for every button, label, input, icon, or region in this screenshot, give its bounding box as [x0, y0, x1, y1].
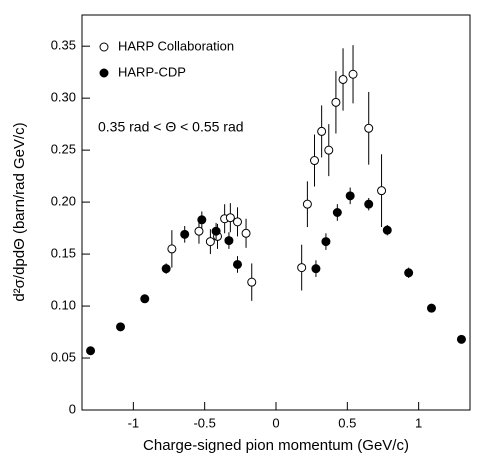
y-tick-label: 0: [69, 401, 76, 416]
x-tick-label: 0: [272, 415, 279, 430]
data-point: [247, 277, 257, 287]
x-axis-label: Charge-signed pion momentum (GeV/c): [143, 437, 409, 454]
data-point: [317, 126, 327, 136]
data-point: [197, 215, 207, 225]
data-point: [225, 213, 235, 223]
data-point: [302, 199, 312, 209]
data-point: [338, 74, 348, 84]
y-tick-label: 0.30: [51, 90, 76, 105]
legend-label: HARP Collaboration: [118, 38, 234, 53]
data-point: [364, 123, 374, 133]
data-point: [140, 294, 150, 304]
data-point: [116, 322, 126, 332]
data-point: [331, 97, 341, 107]
data-point: [167, 244, 177, 254]
legend-marker: [99, 42, 109, 52]
data-point: [205, 237, 215, 247]
data-point: [297, 263, 307, 273]
data-point: [232, 217, 242, 227]
data-point: [382, 225, 392, 235]
x-tick-label: 0.5: [338, 415, 356, 430]
data-point: [310, 156, 320, 166]
data-point: [211, 226, 221, 236]
data-point: [86, 346, 96, 356]
y-tick-label: 0.10: [51, 297, 76, 312]
legend-marker: [99, 68, 109, 78]
data-point: [321, 237, 331, 247]
y-tick-label: 0.20: [51, 194, 76, 209]
data-point: [364, 199, 374, 209]
annotation: 0.35 rad < Θ < 0.55 rad: [98, 119, 244, 135]
y-axis-label: d²σ/dpdΘ (barn/rad GeV/c): [11, 122, 28, 301]
data-point: [224, 236, 234, 246]
y-tick-label: 0.15: [51, 246, 76, 261]
data-point: [404, 268, 414, 278]
data-point: [324, 145, 334, 155]
data-point: [161, 264, 171, 274]
data-point: [345, 191, 355, 201]
y-tick-label: 0.25: [51, 142, 76, 157]
x-tick-label: 1: [415, 415, 422, 430]
y-tick-label: 0.35: [51, 38, 76, 53]
data-point: [194, 226, 204, 236]
data-point: [241, 228, 251, 238]
data-point: [377, 186, 387, 196]
data-point: [332, 208, 342, 217]
data-point: [180, 229, 190, 239]
x-tick-label: -1: [128, 415, 140, 430]
legend-label: HARP-CDP: [118, 64, 186, 79]
data-point: [456, 334, 466, 344]
data-point: [348, 69, 358, 79]
y-tick-label: 0.05: [51, 349, 76, 364]
data-point: [232, 259, 242, 269]
data-point: [426, 303, 436, 313]
x-tick-label: -0.5: [193, 415, 215, 430]
data-point: [311, 264, 321, 274]
